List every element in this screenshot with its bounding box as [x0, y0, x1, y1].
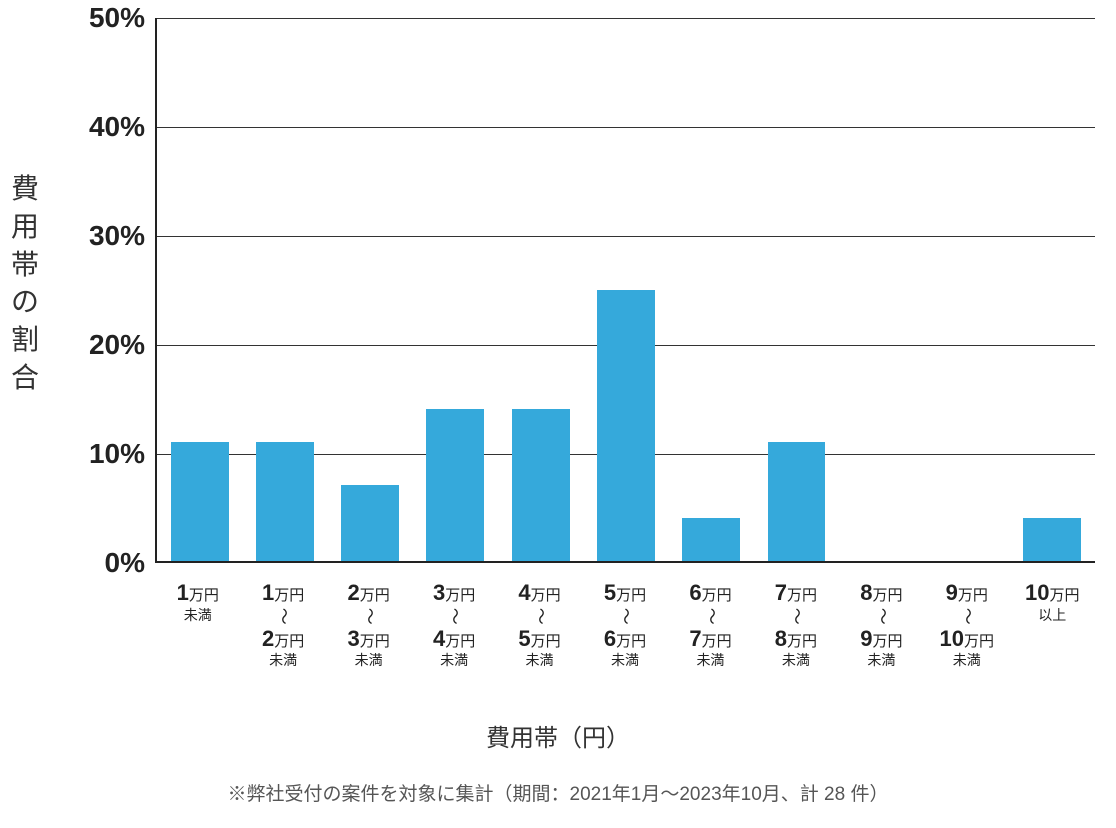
x-tick-label: 5万円〜6万円未満 [582, 575, 667, 670]
bar [512, 409, 570, 561]
bar [768, 442, 826, 561]
bar-slot [328, 18, 413, 561]
bar [171, 442, 229, 561]
x-tick-label: 2万円〜3万円未満 [326, 575, 411, 670]
bar-slot [1010, 18, 1095, 561]
x-axis-label: 費用帯（円） [0, 718, 1116, 753]
x-tick-label: 7万円〜8万円未満 [753, 575, 838, 670]
y-tick-label: 0% [75, 547, 145, 579]
bar [256, 442, 314, 561]
x-tick-label: 3万円〜4万円未満 [411, 575, 496, 670]
x-tick-label: 9万円〜10万円未満 [924, 575, 1009, 670]
x-tick-label: 10万円以上 [1010, 575, 1095, 670]
y-axis-label: 費用帯の割合 [10, 170, 40, 397]
bar-slot [157, 18, 242, 561]
x-tick-label: 4万円〜5万円未満 [497, 575, 582, 670]
x-tick-labels: 1万円未満1万円〜2万円未満2万円〜3万円未満3万円〜4万円未満4万円〜5万円未… [155, 575, 1095, 670]
bar-slot [583, 18, 668, 561]
y-tick-label: 20% [75, 329, 145, 361]
bar [426, 409, 484, 561]
bar-slot [754, 18, 839, 561]
bar [597, 290, 655, 562]
bar [341, 485, 399, 561]
x-tick-label: 1万円未満 [155, 575, 240, 670]
y-tick-label: 10% [75, 438, 145, 470]
y-tick-label: 30% [75, 220, 145, 252]
bar-slot [669, 18, 754, 561]
bar-slot [924, 18, 1009, 561]
bar-slot [498, 18, 583, 561]
bar [682, 518, 740, 561]
bar-slot [839, 18, 924, 561]
bars-container [157, 18, 1095, 561]
x-tick-label: 8万円〜9万円未満 [839, 575, 924, 670]
chart-footnote: ※弊社受付の案件を対象に集計（期間：2021年1月～2023年10月、計 28 … [0, 779, 1116, 806]
cost-distribution-chart: 費用帯の割合 0% 10% 20% 30% 40% 50% 1万円未満1万円〜2万円未満2… [0, 0, 1116, 828]
x-tick-label: 1万円〜2万円未満 [240, 575, 325, 670]
plot-area [155, 18, 1095, 563]
bar-slot [242, 18, 327, 561]
x-tick-label: 6万円〜7万円未満 [668, 575, 753, 670]
bar [1023, 518, 1081, 561]
y-tick-label: 50% [75, 2, 145, 34]
y-tick-label: 40% [75, 111, 145, 143]
bar-slot [413, 18, 498, 561]
